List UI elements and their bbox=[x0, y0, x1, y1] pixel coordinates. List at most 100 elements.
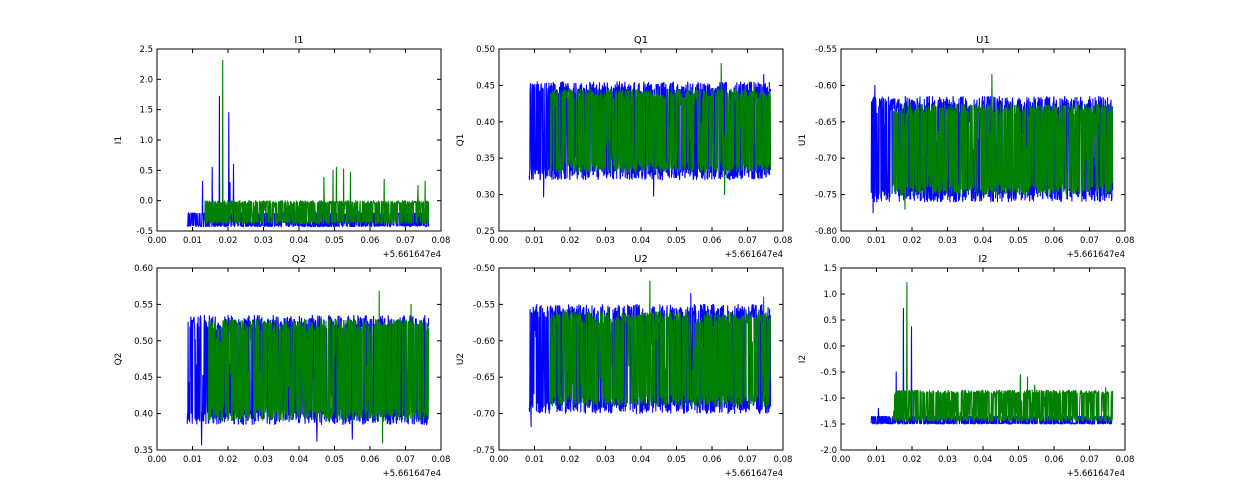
subplot-title: U1 bbox=[976, 35, 990, 46]
subplot-title: Q2 bbox=[292, 254, 306, 265]
y-tick-label: 2.0 bbox=[139, 75, 153, 85]
x-tick-label: 0.08 bbox=[1116, 236, 1135, 246]
y-tick-label: 0.35 bbox=[476, 154, 495, 164]
y-tick-label: 0.45 bbox=[476, 81, 495, 91]
x-tick-label: 0.05 bbox=[1009, 236, 1028, 246]
subplot-u1: 0.00 0.01 0.02 0.03 0.04 0.05 0.06 0.07 0.08 -0.8… bbox=[798, 35, 1134, 260]
x-tick-label: 0.06 bbox=[361, 455, 380, 465]
x-offset-label: +5.661647e4 bbox=[725, 469, 783, 479]
y-tick-label: -1.0 bbox=[820, 394, 837, 404]
x-tick-label: 0.08 bbox=[1116, 455, 1135, 465]
y-tick-label: -0.60 bbox=[815, 81, 837, 91]
x-offset-label: +5.661647e4 bbox=[1067, 469, 1125, 479]
y-tick-label: 0.50 bbox=[134, 337, 153, 347]
y-axis-label: Q2 bbox=[114, 353, 124, 366]
x-tick-label: 0.03 bbox=[254, 236, 273, 246]
x-tick-label: 0.03 bbox=[254, 455, 273, 465]
subplot-q1: 0.00 0.01 0.02 0.03 0.04 0.05 0.06 0.07 0.08 0.25… bbox=[456, 35, 792, 260]
x-tick-label: 0.04 bbox=[290, 236, 309, 246]
series-group bbox=[870, 282, 1114, 425]
series-group bbox=[528, 280, 772, 428]
y-tick-label: 1.5 bbox=[823, 264, 837, 274]
x-tick-label: 0.00 bbox=[490, 455, 509, 465]
x-tick-label: 0.05 bbox=[325, 455, 344, 465]
x-tick-label: 0.05 bbox=[667, 455, 686, 465]
x-offset-label: +5.661647e4 bbox=[383, 469, 441, 479]
x-tick-label: 0.00 bbox=[832, 236, 851, 246]
x-offset-label: +5.661647e4 bbox=[1067, 250, 1125, 260]
series-line-green bbox=[204, 59, 430, 225]
series-line-green bbox=[891, 73, 1114, 210]
x-tick-label: 0.07 bbox=[396, 455, 415, 465]
y-axis-label: U2 bbox=[456, 353, 466, 365]
y-tick-label: -0.50 bbox=[473, 264, 495, 274]
x-tick-label: 0.02 bbox=[219, 236, 238, 246]
y-tick-label: -0.65 bbox=[815, 118, 837, 128]
y-tick-label: -0.80 bbox=[815, 227, 837, 237]
x-tick-label: 0.03 bbox=[938, 455, 957, 465]
y-tick-label: 0.0 bbox=[823, 342, 837, 352]
subplot-title: U2 bbox=[634, 254, 648, 265]
x-tick-label: 0.02 bbox=[903, 236, 922, 246]
series-group bbox=[528, 63, 772, 198]
subplot-title: I2 bbox=[978, 254, 987, 265]
series-line-green bbox=[207, 290, 430, 444]
x-tick-label: 0.02 bbox=[903, 455, 922, 465]
x-tick-label: 0.07 bbox=[1080, 236, 1099, 246]
subplot-q2: 0.00 0.01 0.02 0.03 0.04 0.05 0.06 0.07 0.08 0.35… bbox=[114, 254, 450, 479]
y-tick-label: -0.65 bbox=[473, 373, 495, 383]
x-offset-label: +5.661647e4 bbox=[725, 250, 783, 260]
y-tick-label: -0.75 bbox=[815, 191, 837, 201]
x-tick-label: 0.00 bbox=[490, 236, 509, 246]
x-tick-label: 0.02 bbox=[219, 455, 238, 465]
y-tick-label: 0.0 bbox=[139, 197, 153, 207]
y-tick-label: 2.5 bbox=[139, 45, 153, 55]
series-group bbox=[870, 73, 1114, 214]
series-group bbox=[186, 59, 430, 228]
y-tick-label: -0.70 bbox=[473, 410, 495, 420]
x-tick-label: 0.00 bbox=[832, 455, 851, 465]
x-tick-label: 0.06 bbox=[1045, 455, 1064, 465]
y-axis-label: U1 bbox=[798, 134, 808, 146]
subplot-i1: 0.00 0.01 0.02 0.03 0.04 0.05 0.06 0.07 0.08 -0.5… bbox=[114, 35, 450, 260]
x-tick-label: 0.04 bbox=[632, 455, 651, 465]
y-tick-label: -0.75 bbox=[473, 446, 495, 456]
y-axis-label: I2 bbox=[798, 355, 808, 363]
x-tick-label: 0.04 bbox=[632, 236, 651, 246]
x-tick-label: 0.08 bbox=[432, 236, 451, 246]
y-tick-label: 0.50 bbox=[476, 45, 495, 55]
x-tick-label: 0.07 bbox=[396, 236, 415, 246]
y-tick-label: 1.0 bbox=[823, 290, 837, 300]
x-tick-label: 0.05 bbox=[667, 236, 686, 246]
subplot-i2: 0.00 0.01 0.02 0.03 0.04 0.05 0.06 0.07 0.08 -2.0… bbox=[798, 254, 1134, 479]
y-tick-label: -2.0 bbox=[820, 446, 837, 456]
x-tick-label: 0.06 bbox=[1045, 236, 1064, 246]
y-tick-label: 0.25 bbox=[476, 227, 495, 237]
x-tick-label: 0.06 bbox=[703, 455, 722, 465]
y-tick-label: 0.45 bbox=[134, 373, 153, 383]
x-tick-label: 0.06 bbox=[703, 236, 722, 246]
y-tick-label: 0.5 bbox=[823, 316, 837, 326]
x-tick-label: 0.08 bbox=[432, 455, 451, 465]
x-tick-label: 0.01 bbox=[183, 236, 202, 246]
y-tick-label: 1.5 bbox=[139, 106, 153, 116]
x-tick-label: 0.01 bbox=[525, 236, 544, 246]
x-tick-label: 0.01 bbox=[867, 455, 886, 465]
y-tick-label: -0.5 bbox=[136, 227, 153, 237]
y-tick-label: -1.5 bbox=[820, 420, 837, 430]
y-axis-label: I1 bbox=[114, 136, 124, 144]
y-tick-label: 0.35 bbox=[134, 446, 153, 456]
x-tick-label: 0.06 bbox=[361, 236, 380, 246]
x-tick-label: 0.02 bbox=[561, 455, 580, 465]
y-tick-label: -0.55 bbox=[473, 300, 495, 310]
y-tick-label: 0.40 bbox=[134, 410, 153, 420]
y-tick-label: -0.55 bbox=[815, 45, 837, 55]
x-tick-label: 0.01 bbox=[183, 455, 202, 465]
plot-frame bbox=[156, 48, 442, 232]
x-tick-label: 0.00 bbox=[148, 455, 167, 465]
x-tick-label: 0.08 bbox=[774, 236, 793, 246]
x-tick-label: 0.01 bbox=[867, 236, 886, 246]
x-tick-label: 0.07 bbox=[738, 455, 757, 465]
y-tick-label: 0.30 bbox=[476, 191, 495, 201]
